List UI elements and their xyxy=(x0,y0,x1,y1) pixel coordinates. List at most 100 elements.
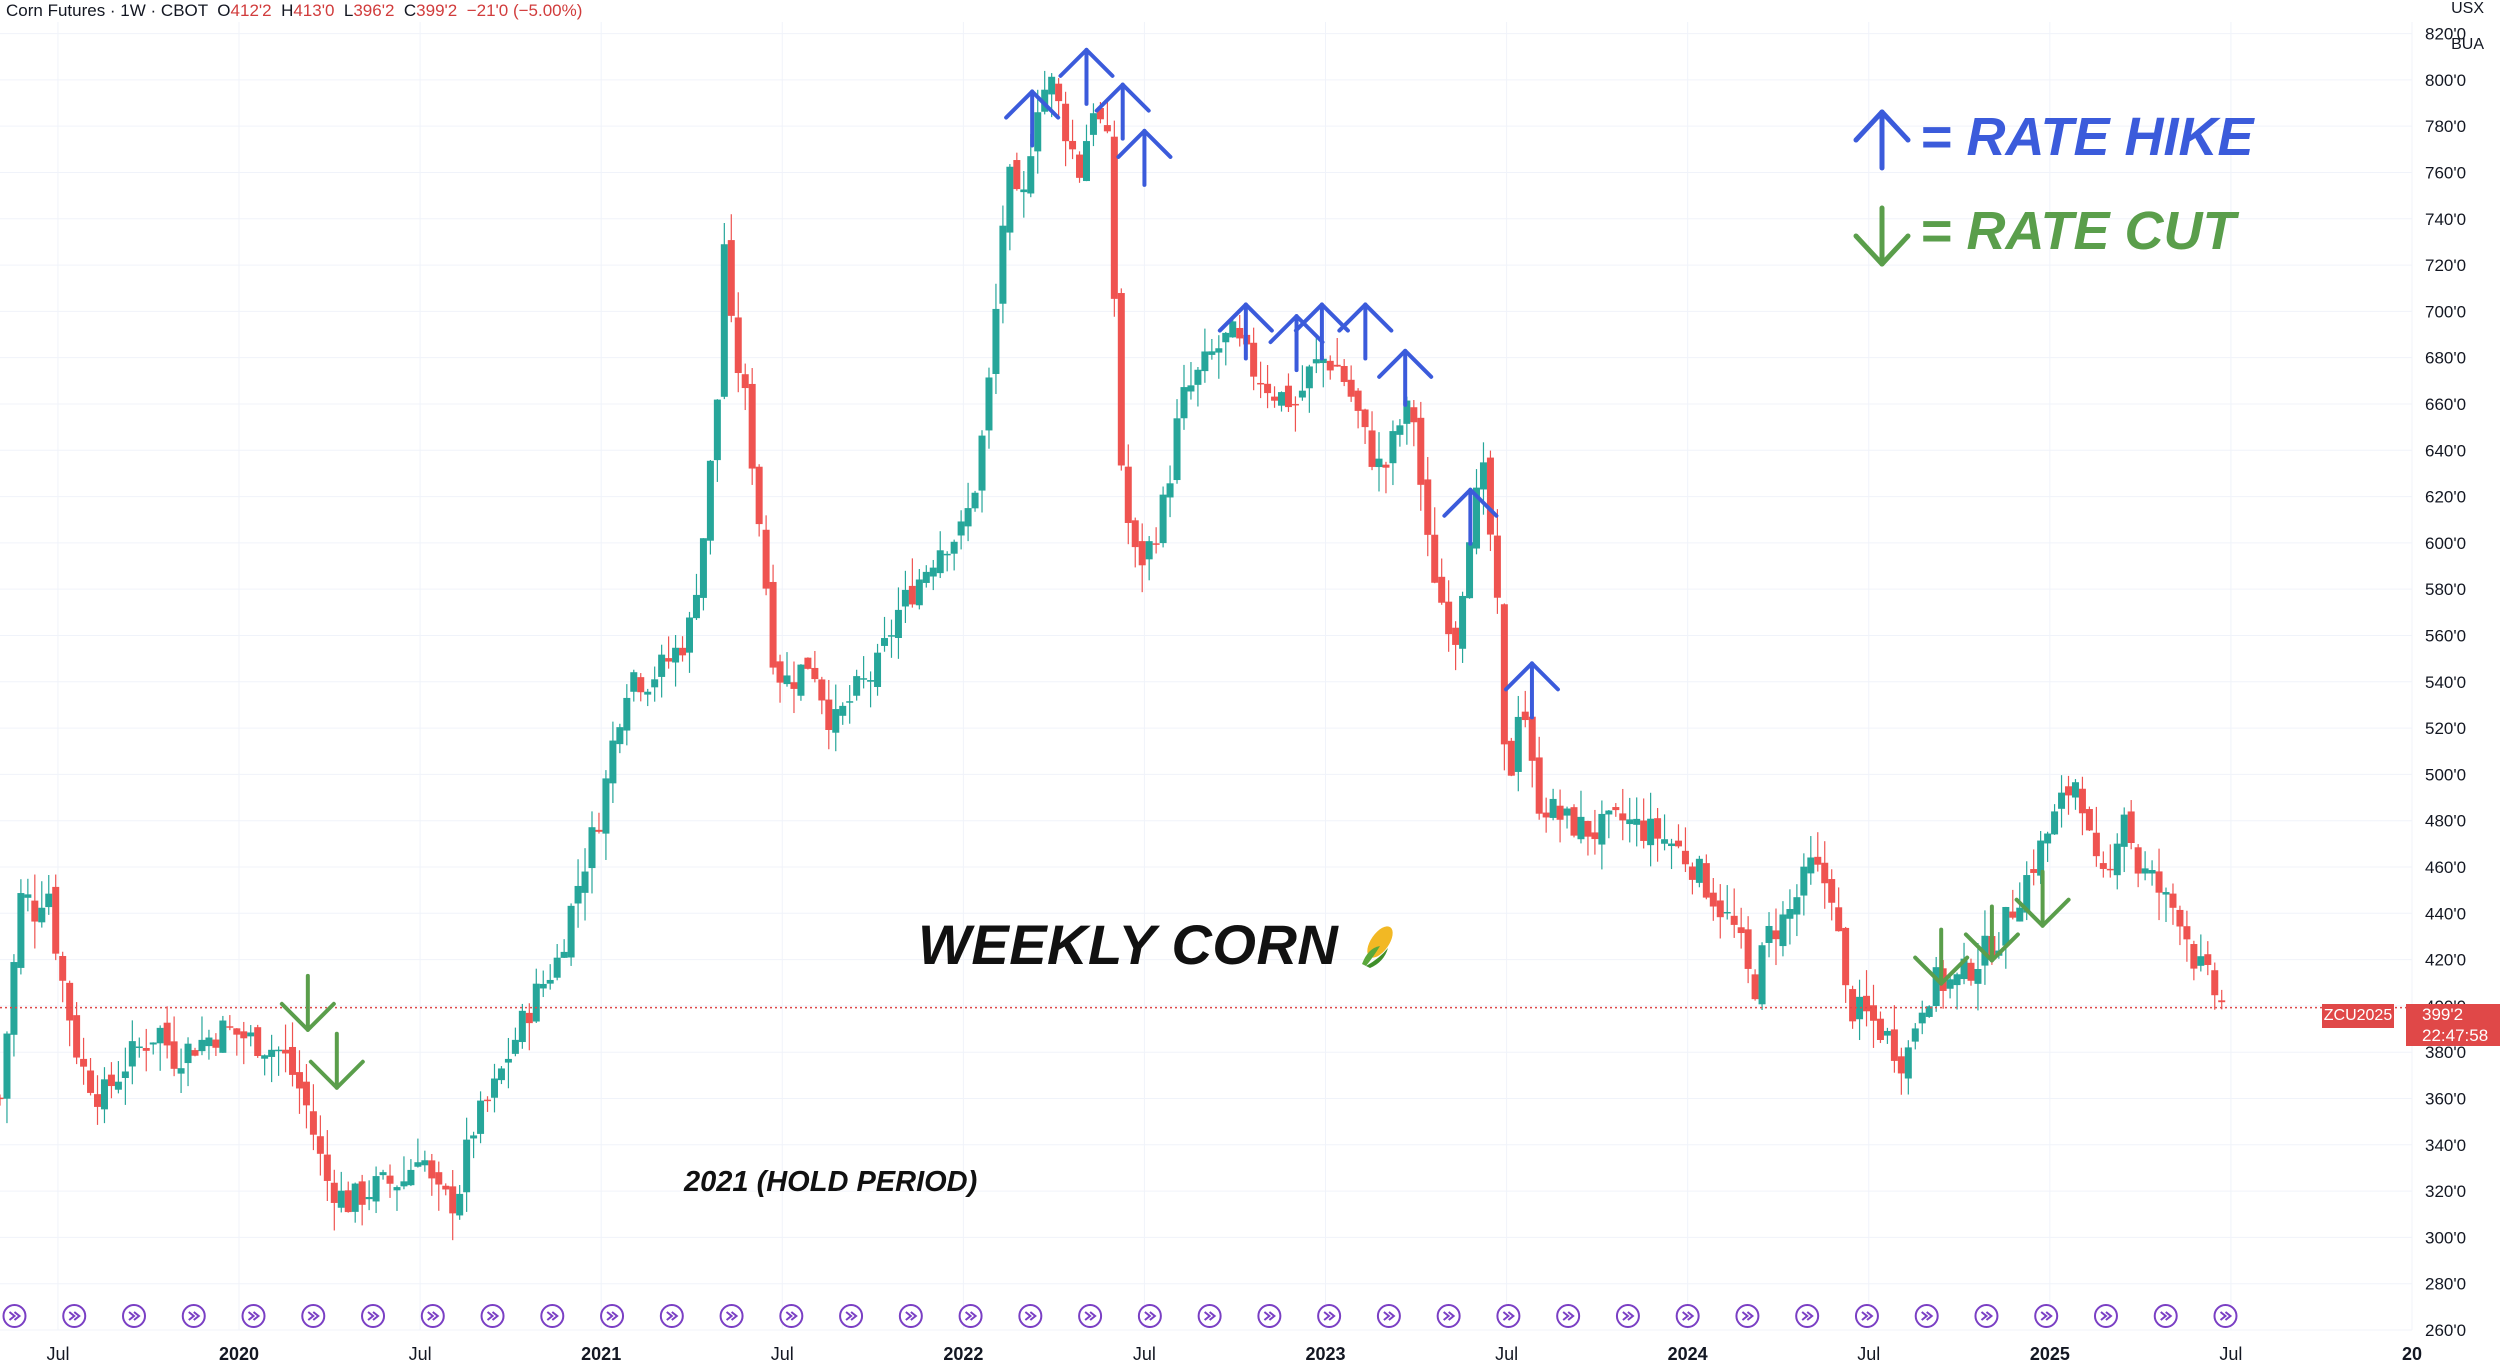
candle-body xyxy=(1076,154,1084,178)
candle-body xyxy=(149,1042,157,1045)
candle-body xyxy=(1194,369,1202,385)
event-marker-icon[interactable] xyxy=(1197,1304,1222,1328)
candle-body xyxy=(839,705,847,716)
candle-body xyxy=(1096,108,1104,120)
candle-body xyxy=(484,1099,492,1102)
candle-body xyxy=(644,691,652,695)
candle-body xyxy=(1264,383,1272,394)
event-marker-icon[interactable] xyxy=(1735,1304,1760,1328)
event-marker-icon[interactable] xyxy=(1317,1304,1342,1328)
rate-cut-arrow-icon xyxy=(308,1031,365,1090)
candle-body xyxy=(929,567,937,577)
candle-body xyxy=(1291,403,1299,406)
event-marker-icon[interactable] xyxy=(1556,1304,1581,1328)
rate-cut-arrow-icon xyxy=(2014,869,2071,928)
candle-body xyxy=(24,894,32,898)
event-marker-icon[interactable] xyxy=(958,1304,983,1328)
candle-body xyxy=(1758,945,1766,1005)
event-marker-icon[interactable] xyxy=(719,1304,744,1328)
candle-body xyxy=(1340,366,1348,382)
event-marker-icon[interactable] xyxy=(1615,1304,1640,1328)
event-marker-icon[interactable] xyxy=(898,1304,923,1328)
hold-period-label: 2021 (HOLD PERIOD) xyxy=(684,1166,978,1198)
event-marker-icon[interactable] xyxy=(1257,1304,1282,1328)
event-marker-icon[interactable] xyxy=(839,1304,864,1328)
y-tick-label: 820'0 xyxy=(2425,25,2466,44)
event-marker-icon[interactable] xyxy=(1376,1304,1401,1328)
candle-body xyxy=(2162,892,2170,895)
candle-body xyxy=(2176,909,2184,927)
last-price-box: 399'2 22:47:58 xyxy=(2406,1004,2500,1046)
event-marker-icon[interactable] xyxy=(301,1304,326,1328)
candle-body xyxy=(2183,926,2191,940)
event-marker-icon[interactable] xyxy=(779,1304,804,1328)
candle-body xyxy=(73,1015,81,1058)
event-marker-icon[interactable] xyxy=(1078,1304,1103,1328)
y-tick-label: 280'0 xyxy=(2425,1275,2466,1294)
candle-body xyxy=(727,240,735,316)
candle-body xyxy=(797,664,805,696)
candle-body xyxy=(2016,907,2024,922)
event-marker-icon[interactable] xyxy=(659,1304,684,1328)
event-marker-icon[interactable] xyxy=(420,1304,445,1328)
event-marker-icon[interactable] xyxy=(241,1304,266,1328)
candle-body xyxy=(10,962,18,1035)
event-marker-icon[interactable] xyxy=(122,1304,146,1328)
candle-body xyxy=(1549,798,1557,818)
candle-body xyxy=(804,657,812,669)
y-tick-label: 500'0 xyxy=(2425,765,2466,784)
candle-body xyxy=(1821,862,1829,884)
event-marker-icon[interactable] xyxy=(1137,1304,1162,1328)
y-tick-label: 420'0 xyxy=(2425,951,2466,970)
candle-body xyxy=(240,1031,248,1039)
event-marker-icon[interactable] xyxy=(1496,1304,1521,1328)
event-marker-icon[interactable] xyxy=(2034,1304,2059,1328)
candle-body xyxy=(504,1058,512,1063)
event-marker-icon[interactable] xyxy=(480,1304,505,1328)
candle-body xyxy=(630,672,638,692)
event-marker-icon[interactable] xyxy=(1854,1304,1879,1328)
candle-body xyxy=(261,1055,269,1059)
candle-body xyxy=(191,1050,199,1056)
candle-body xyxy=(2197,956,2205,966)
candle-body xyxy=(1556,805,1564,820)
event-marker-icon[interactable] xyxy=(1974,1304,1999,1328)
candle-body xyxy=(3,1033,11,1099)
candle-body xyxy=(1375,458,1383,468)
candle-body xyxy=(1626,819,1634,825)
event-marker-icon[interactable] xyxy=(62,1304,87,1328)
candle-body xyxy=(1368,430,1376,467)
event-marker-icon[interactable] xyxy=(1436,1304,1461,1328)
event-marker-icon[interactable] xyxy=(540,1304,565,1328)
candle-body xyxy=(351,1183,359,1212)
candle-body xyxy=(922,571,930,583)
rate-cut-arrows xyxy=(279,869,2071,1090)
event-marker-icon[interactable] xyxy=(2213,1304,2238,1328)
candle-body xyxy=(539,983,547,989)
candle-body xyxy=(2078,788,2086,814)
y-tick-label: 780'0 xyxy=(2425,117,2466,136)
event-marker-icon[interactable] xyxy=(1914,1304,1939,1328)
y-tick-label: 640'0 xyxy=(2425,441,2466,460)
rate-cut-arrow-icon xyxy=(1963,904,2020,963)
event-marker-icon[interactable] xyxy=(181,1304,206,1328)
event-marker-icon[interactable] xyxy=(1675,1304,1700,1328)
unit-label[interactable]: BUA xyxy=(2451,36,2484,53)
candle-body xyxy=(128,1041,136,1067)
candle-body xyxy=(1403,400,1411,424)
event-marker-icon[interactable] xyxy=(361,1304,386,1328)
x-tick-label: 2023 xyxy=(1305,1344,1345,1364)
event-marker-icon[interactable] xyxy=(600,1304,625,1328)
event-marker-icon[interactable] xyxy=(2153,1304,2178,1328)
event-marker-icon[interactable] xyxy=(2093,1304,2118,1328)
candle-body xyxy=(1904,1047,1912,1079)
candle-body xyxy=(755,466,763,525)
y-tick-label: 360'0 xyxy=(2425,1089,2466,1108)
event-marker-icon[interactable] xyxy=(2,1304,27,1328)
event-marker-icon[interactable] xyxy=(1018,1304,1043,1328)
candle-body xyxy=(1138,541,1146,566)
event-marker-icon[interactable] xyxy=(1795,1304,1820,1328)
candle-body xyxy=(762,529,770,589)
currency-label[interactable]: USX xyxy=(2451,0,2484,17)
